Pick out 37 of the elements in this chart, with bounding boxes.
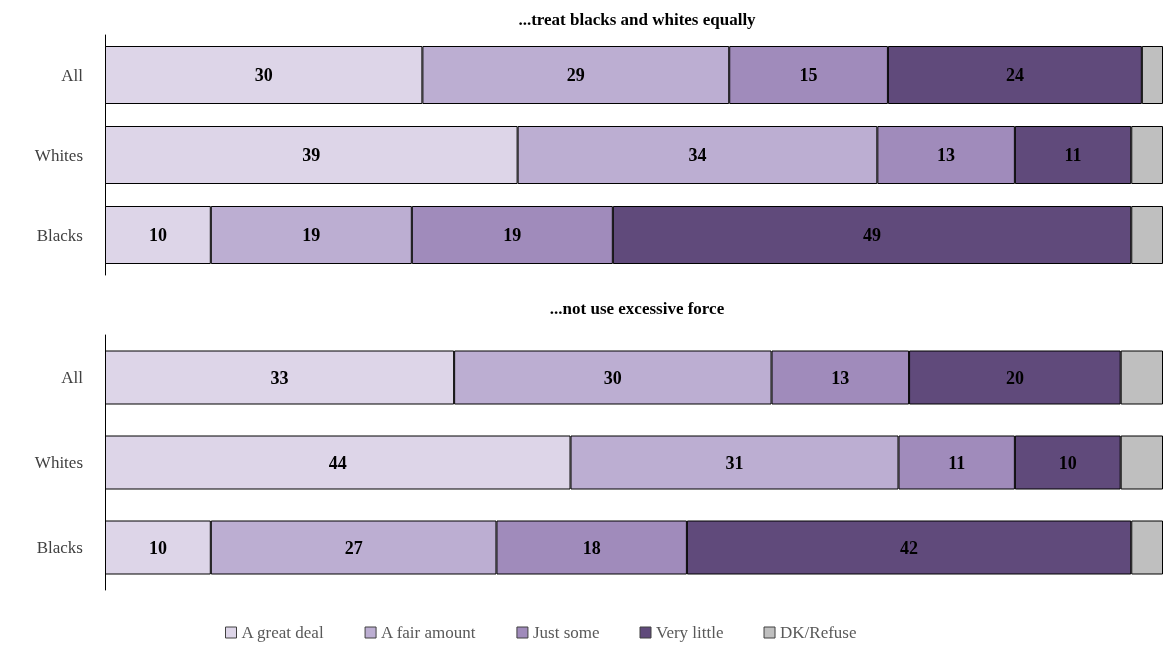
- data-label: 27: [344, 537, 363, 558]
- y-tick-label: All: [61, 368, 84, 387]
- data-label: 18: [582, 537, 601, 558]
- data-label: 13: [937, 145, 956, 165]
- y-tick-label: Whites: [34, 453, 83, 472]
- data-label: 42: [900, 537, 919, 558]
- data-label: 33: [270, 367, 289, 388]
- data-label: 29: [566, 65, 585, 85]
- data-label: 30: [603, 367, 622, 388]
- legend-label: A fair amount: [381, 623, 476, 642]
- y-tick-label: Blacks: [36, 538, 83, 557]
- y-tick-label: Whites: [34, 145, 83, 165]
- data-label: 13: [831, 367, 850, 388]
- data-label: 34: [688, 145, 707, 165]
- data-label: 11: [948, 452, 966, 473]
- data-label: 19: [302, 225, 321, 245]
- data-label: 10: [148, 537, 167, 558]
- legend-label: A great deal: [241, 623, 324, 642]
- data-label: 20: [1005, 367, 1024, 388]
- data-label: 19: [503, 225, 522, 245]
- chart-title: ...treat blacks and whites equally: [518, 10, 757, 29]
- data-label: 24: [1005, 65, 1024, 85]
- data-label: 10: [1058, 452, 1077, 473]
- data-label: 10: [148, 225, 167, 245]
- y-tick-label: Blacks: [36, 225, 83, 245]
- data-label: 11: [1064, 145, 1082, 165]
- legend-label: Very little: [656, 623, 724, 642]
- data-label: 31: [725, 452, 744, 473]
- data-label: 15: [799, 65, 818, 85]
- data-label: 44: [328, 452, 347, 473]
- data-label: 49: [863, 225, 882, 245]
- legend-label: Just some: [532, 623, 600, 642]
- data-label: 30: [254, 65, 273, 85]
- chart-title: ...not use excessive force: [549, 299, 725, 318]
- legend-label: DK/Refuse: [780, 623, 857, 642]
- data-label: 39: [302, 145, 321, 165]
- y-tick-label: All: [61, 65, 84, 85]
